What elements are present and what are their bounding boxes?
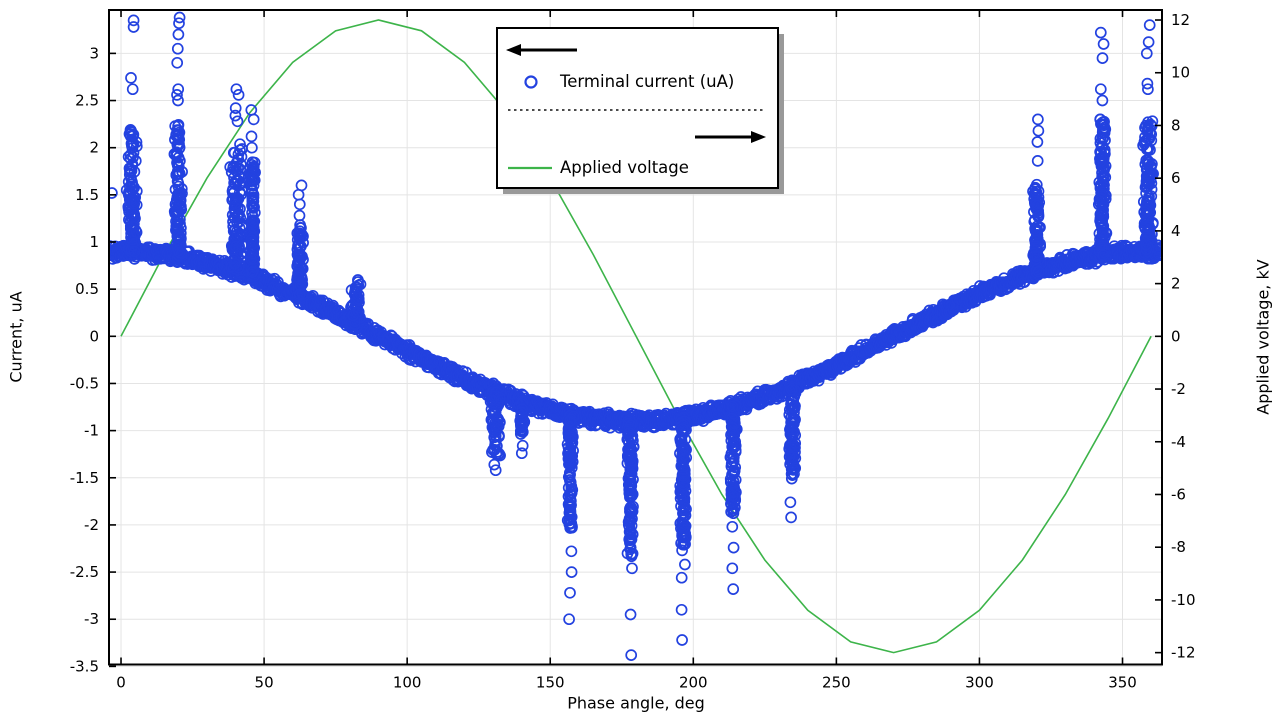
y-right-tick-label: 2 — [1171, 275, 1181, 293]
y-right-tick-label: -6 — [1171, 485, 1186, 503]
y-right-tick-label: 8 — [1171, 116, 1181, 134]
terminal-current-scatter — [109, 11, 1162, 661]
right-axis-arrow-icon — [695, 131, 766, 143]
y-right-tick-label: 4 — [1171, 222, 1181, 240]
applied-voltage-line — [120, 19, 1152, 654]
legend-box — [496, 27, 784, 194]
x-axis-label: Phase angle, deg — [567, 693, 705, 713]
y-left-tick-label: 2.5 — [75, 92, 99, 110]
y-left-tick-label: -2.5 — [70, 563, 99, 581]
y-left-tick-label: -0.5 — [70, 374, 99, 392]
y-left-tick-label: 2 — [89, 139, 99, 157]
y-right-tick-label: 0 — [1171, 327, 1181, 345]
x-tick-label: 300 — [965, 674, 994, 692]
legend-frame — [496, 27, 779, 189]
x-tick-label: 0 — [116, 674, 126, 692]
x-tick-label: 350 — [1108, 674, 1137, 692]
plot-border — [108, 9, 1163, 666]
y-left-tick-label: 1.5 — [75, 186, 99, 204]
y-left-tick-label: -2 — [84, 516, 99, 534]
y-right-tick-label: -4 — [1171, 433, 1186, 451]
y-right-tick-label: 6 — [1171, 169, 1181, 187]
y-left-tick-label: -3.5 — [70, 657, 99, 675]
y-right-tick-label: 12 — [1171, 11, 1190, 29]
x-tick-label: 150 — [536, 674, 565, 692]
y-left-tick-label: -1.5 — [70, 469, 99, 487]
x-tick-label: 250 — [822, 674, 851, 692]
axis-ticks — [109, 10, 1162, 668]
y-left-tick-label: -3 — [84, 610, 99, 628]
left-axis-arrow-icon — [506, 44, 577, 56]
x-tick-label: 100 — [393, 674, 422, 692]
x-tick-label: 50 — [255, 674, 274, 692]
y-axis-label-left: Current, uA — [6, 291, 26, 383]
y-right-tick-label: -2 — [1171, 380, 1186, 398]
y-left-tick-label: 1 — [89, 233, 99, 251]
y-left-tick-label: 0.5 — [75, 280, 99, 298]
y-left-tick-label: 0 — [89, 327, 99, 345]
y-left-tick-label: -1 — [84, 422, 99, 440]
x-tick-label: 200 — [679, 674, 708, 692]
y-left-tick-label: 3 — [89, 44, 99, 62]
y-axis-label-right: Applied voltage, kV — [1253, 259, 1273, 415]
legend-label-terminal-current: Terminal current (uA) — [560, 72, 735, 91]
y-right-tick-label: -10 — [1171, 591, 1196, 609]
terminal-current-marker-icon — [524, 75, 538, 89]
y-right-tick-label: -8 — [1171, 538, 1186, 556]
y-right-tick-label: -12 — [1171, 644, 1196, 662]
y-right-tick-label: 10 — [1171, 64, 1190, 82]
tick-labels: 0 50 100 150 200 250 300 35032.521.510.50-0.5-1… — [70, 11, 1196, 691]
legend-label-applied-voltage: Applied voltage — [560, 158, 689, 177]
